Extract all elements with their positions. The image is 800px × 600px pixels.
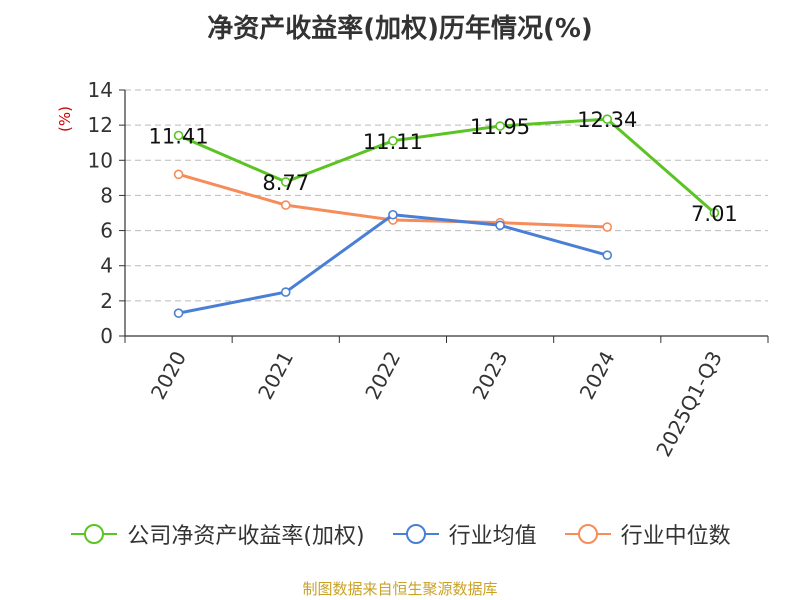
legend-item-0: 公司净资产收益率(加权) <box>69 518 365 550</box>
data-point-s0-3 <box>495 121 505 131</box>
series-line-1 <box>178 213 608 315</box>
data-point-s2-0 <box>173 169 184 180</box>
data-label-2: 11.11 <box>363 130 423 154</box>
legend-label: 公司净资产收益率(加权) <box>127 524 365 549</box>
data-point-s0-4 <box>602 114 613 124</box>
data-point-s0-0 <box>173 130 184 141</box>
x-tick-label-2023: 2023 <box>467 347 512 403</box>
y-tick-label-8: 8 <box>100 183 113 207</box>
data-point-s2-1 <box>280 200 291 210</box>
data-point-s1-3 <box>495 220 505 231</box>
data-point-s1-2 <box>388 209 398 220</box>
legend-marker-icon <box>71 524 118 544</box>
y-tick-label-0: 0 <box>100 324 113 348</box>
x-tick-label-2025Q1-Q3: 2025Q1-Q3 <box>651 347 727 460</box>
data-label-1: 8.77 <box>262 171 309 195</box>
y-tick-label-10: 10 <box>88 148 113 172</box>
series-line-0 <box>177 117 716 214</box>
data-point-s0-2 <box>388 135 398 146</box>
legend-item-2: 行业中位数 <box>563 518 731 550</box>
legend-marker-icon <box>564 524 611 544</box>
data-source-note: 制图数据来自恒生聚源数据库 <box>302 580 498 598</box>
chart-title: 净资产收益率(加权)历年情况(%) <box>207 14 593 44</box>
chart-legend: 公司净资产收益率(加权) 行业均值 行业中位数 <box>0 518 800 550</box>
x-tick-label-2021: 2021 <box>253 347 298 403</box>
y-tick-label-4: 4 <box>100 254 113 278</box>
x-tick-label-2020: 2020 <box>146 347 191 403</box>
legend-item-1: 行业均值 <box>391 518 537 550</box>
data-label-0: 11.41 <box>149 125 209 149</box>
legend-label: 行业中位数 <box>620 524 731 549</box>
data-point-s0-5 <box>709 208 720 218</box>
y-tick-label-14: 14 <box>88 78 113 102</box>
legend-label: 行业均值 <box>448 524 537 549</box>
data-label-3: 11.95 <box>470 115 530 139</box>
y-tick-label-6: 6 <box>100 219 113 243</box>
x-tick-label-2022: 2022 <box>360 347 405 403</box>
data-point-s1-4 <box>602 250 613 260</box>
data-label-4: 12.34 <box>577 108 637 132</box>
y-tick-label-2: 2 <box>100 289 113 313</box>
data-point-s1-1 <box>280 287 291 297</box>
data-point-s2-4 <box>602 222 613 232</box>
data-label-5: 7.01 <box>691 202 738 226</box>
legend-marker-icon <box>392 524 439 544</box>
data-point-s1-0 <box>173 308 184 318</box>
y-tick-label-12: 12 <box>88 113 113 137</box>
x-tick-label-2024: 2024 <box>575 347 620 403</box>
data-point-s0-1 <box>280 177 291 187</box>
